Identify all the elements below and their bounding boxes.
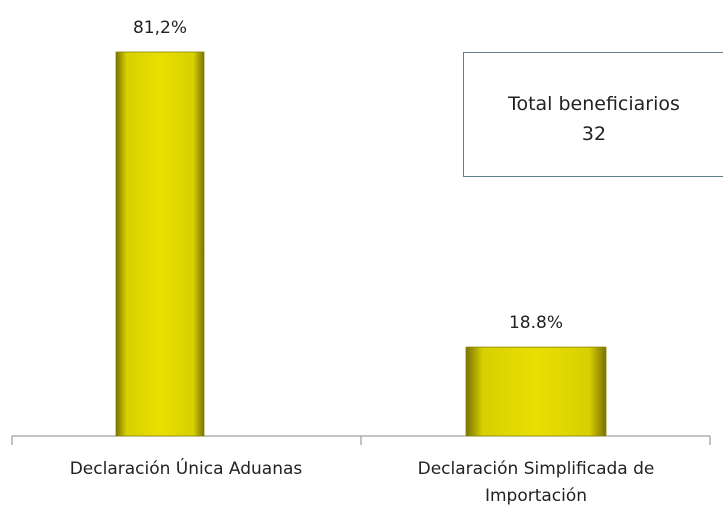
annotation-box: Total beneficiarios 32: [463, 52, 723, 177]
annotation-value: 32: [581, 123, 607, 145]
bar: [465, 346, 607, 437]
bar: [115, 51, 205, 437]
x-tick-label: Declaración Única Aduanas: [69, 459, 303, 479]
data-label: 81,2%: [133, 18, 187, 38]
annotation-label: Total beneficiarios: [508, 93, 680, 115]
data-label: 18.8%: [509, 313, 563, 333]
x-tick-label: Declaración Simplificada de Importación: [417, 459, 655, 506]
